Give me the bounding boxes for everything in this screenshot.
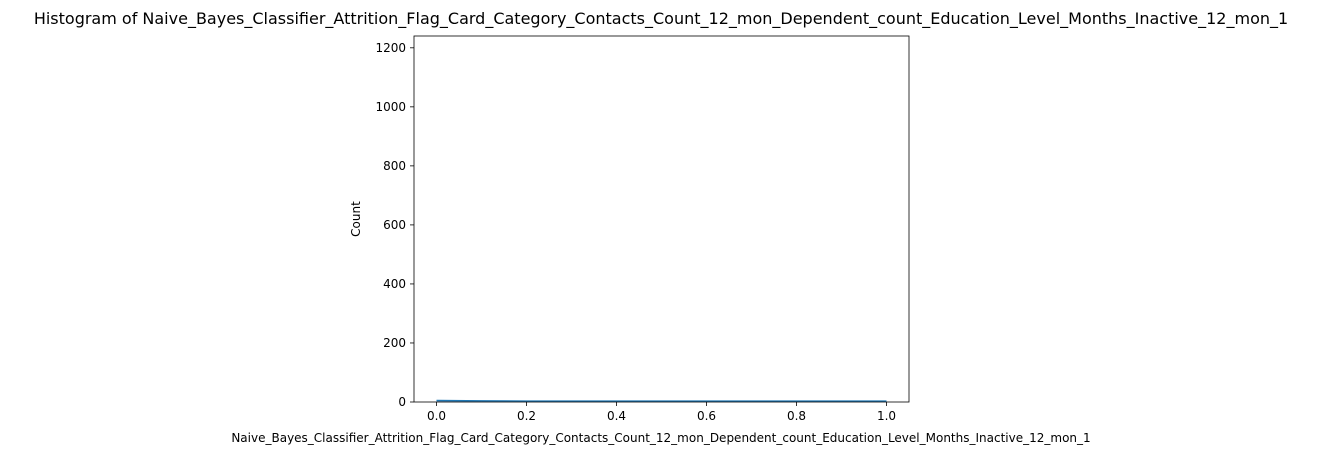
axes-frame [413, 35, 910, 403]
y-axis-label: Count [349, 201, 363, 237]
y-tick-label-2: 400 [383, 277, 406, 291]
y-tick-label-1: 200 [383, 336, 406, 350]
kde-line [436, 399, 887, 402]
x-tick-label-0: 0.0 [427, 409, 446, 423]
x-tick-label-5: 1.0 [877, 409, 896, 423]
y-tick-label-6: 1200 [375, 41, 406, 55]
y-tick-label-5: 1000 [375, 100, 406, 114]
chart-title: Histogram of Naive_Bayes_Classifier_Attr… [34, 9, 1288, 29]
x-tick-label-4: 0.8 [787, 409, 806, 423]
y-tick-label-0: 0 [398, 395, 406, 409]
plot-area: 0.0 0.2 0.4 0.6 0.8 1.0 0 200 400 600 800 1000 1200 [375, 35, 910, 423]
x-tick-label-3: 0.6 [697, 409, 716, 423]
x-axis-label: Naive_Bayes_Classifier_Attrition_Flag_Ca… [231, 431, 1090, 445]
y-tick-label-4: 800 [383, 159, 406, 173]
x-tick-label-1: 0.2 [517, 409, 536, 423]
x-tick-label-2: 0.4 [607, 409, 626, 423]
y-tick-label-3: 600 [383, 218, 406, 232]
